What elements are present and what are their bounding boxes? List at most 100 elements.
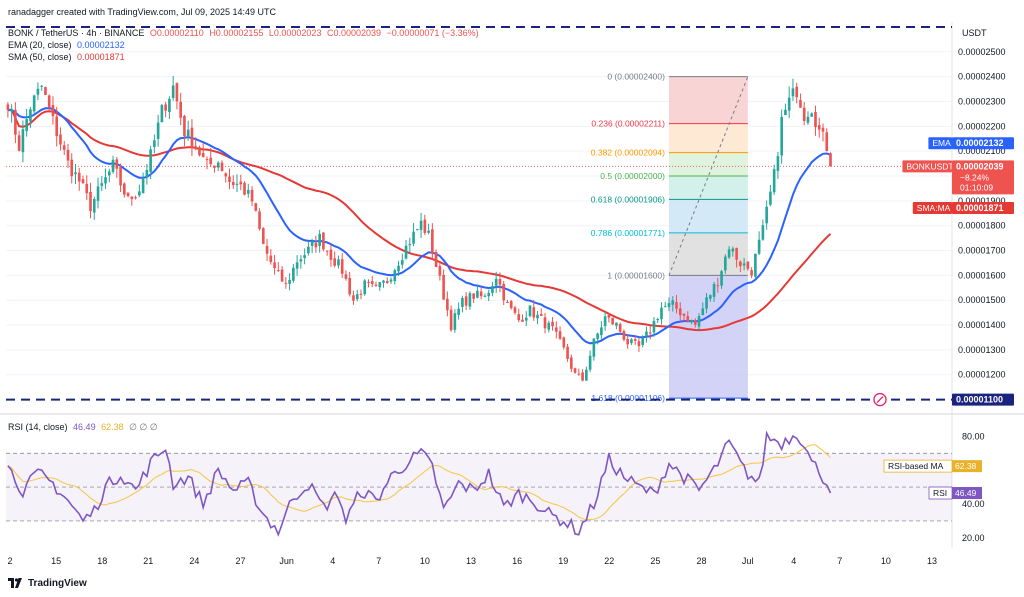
- candle-body: [724, 256, 727, 271]
- tradingview-brand[interactable]: TradingView: [8, 578, 87, 589]
- candle-body: [153, 140, 156, 147]
- candle-body: [81, 179, 85, 184]
- candle-body: [322, 232, 325, 250]
- candle-body: [453, 313, 457, 330]
- candle-body: [344, 274, 348, 279]
- sma-legend[interactable]: SMA (50, close) 0.00001871: [8, 51, 125, 63]
- fib-level-label: 1.618 (0.00001106): [591, 393, 665, 403]
- candle-body: [570, 357, 573, 369]
- candle-body: [494, 278, 498, 286]
- candle-body: [277, 270, 280, 272]
- time-axis-tick: Jul: [742, 556, 754, 566]
- candle-body: [186, 129, 190, 137]
- time-axis-tick: 4: [330, 556, 335, 566]
- candle-body: [787, 97, 791, 111]
- time-axis-tick: 7: [837, 556, 842, 566]
- candle-body: [190, 127, 194, 149]
- candle-body: [288, 279, 291, 284]
- rsi-legend[interactable]: RSI (14, close) 46.49 62.38 ∅ ∅ ∅: [8, 421, 158, 433]
- candle-body: [562, 337, 566, 348]
- candle-body: [310, 241, 314, 246]
- candle-body: [750, 270, 753, 276]
- candle-body: [566, 346, 569, 359]
- candle-body: [603, 316, 607, 327]
- rsi-legend-label: RSI (14, close): [8, 422, 68, 432]
- time-axis-tick: 21: [143, 556, 153, 566]
- candle-body: [607, 315, 611, 318]
- candle-body: [228, 176, 231, 183]
- candle-body: [780, 117, 783, 156]
- candle-body: [175, 83, 179, 102]
- sma-price-badge-value: 0.00001871: [956, 203, 1004, 213]
- candle-body: [637, 341, 641, 347]
- candle-body: [115, 159, 119, 169]
- candle-body: [100, 183, 104, 186]
- candle-body: [633, 339, 637, 341]
- candle-body: [431, 229, 434, 254]
- candle-body: [551, 321, 554, 327]
- candles: [6, 75, 832, 382]
- fib-zone: [668, 76, 748, 124]
- level-price-badge-value-box: [952, 393, 1014, 406]
- candle-body: [303, 255, 306, 258]
- candle-body: [393, 270, 397, 282]
- fib-zone: [668, 152, 748, 177]
- candle-body: [250, 189, 254, 202]
- price-axis-tick: 0.00001900: [958, 196, 1006, 206]
- candle-body: [528, 305, 532, 317]
- candle-body: [693, 320, 697, 325]
- ema-legend[interactable]: EMA (20, close) 0.00002132: [8, 39, 125, 51]
- tradingview-logo-icon: [8, 578, 22, 589]
- sma-legend-value: 0.00001871: [77, 52, 125, 62]
- candle-body: [89, 192, 92, 212]
- candle-body: [592, 338, 596, 357]
- candle-body: [183, 116, 186, 137]
- symbol-title[interactable]: BONK / TetherUS · 4h · BINANCE: [8, 28, 145, 38]
- price-axis-tick: 0.00002200: [958, 121, 1006, 131]
- candle-body: [14, 109, 17, 135]
- rsi-axis-tick: 20.00: [962, 533, 985, 543]
- time-axis-tick: 10: [420, 556, 430, 566]
- candle-body: [40, 85, 43, 87]
- candle-body: [213, 165, 216, 168]
- candle-body: [573, 368, 577, 373]
- time-axis-tick: 25: [650, 556, 660, 566]
- candle-body: [119, 167, 122, 186]
- candle-body: [438, 266, 442, 276]
- ohlc-open: O0.00002110: [149, 28, 204, 38]
- candle-body: [671, 300, 675, 305]
- rsi-badge-value: 46.49: [955, 488, 977, 498]
- candle-body: [498, 278, 502, 285]
- candle-body: [596, 333, 599, 339]
- candle-body: [434, 252, 438, 267]
- candle-body: [532, 307, 536, 318]
- sma-price-badge-label: SMA:MA: [917, 203, 951, 213]
- time-axis-tick: 24: [189, 556, 199, 566]
- candle-body: [412, 231, 415, 244]
- candle-body: [348, 277, 352, 295]
- candle-body: [656, 319, 660, 321]
- candle-body: [697, 316, 701, 327]
- time-axis-tick: 22: [604, 556, 614, 566]
- candle-body: [397, 265, 400, 272]
- candle-body: [708, 295, 712, 299]
- candle-body: [269, 255, 273, 263]
- candle-body: [284, 282, 288, 284]
- candle-body: [337, 259, 340, 266]
- candle-body: [663, 306, 667, 308]
- candle-body: [62, 145, 66, 150]
- candle-body: [171, 85, 175, 99]
- candle-body: [134, 197, 137, 199]
- time-axis-tick: 27: [235, 556, 245, 566]
- candle-body: [543, 317, 547, 329]
- candle-body: [25, 119, 28, 132]
- alert-icon-mark: [876, 396, 884, 404]
- candle-body: [258, 211, 261, 229]
- candle-body: [817, 125, 821, 130]
- candle-body: [261, 228, 265, 244]
- candle-body: [370, 281, 374, 285]
- price-axis-tick: 0.00001300: [958, 345, 1006, 355]
- grid-lines: [6, 51, 952, 376]
